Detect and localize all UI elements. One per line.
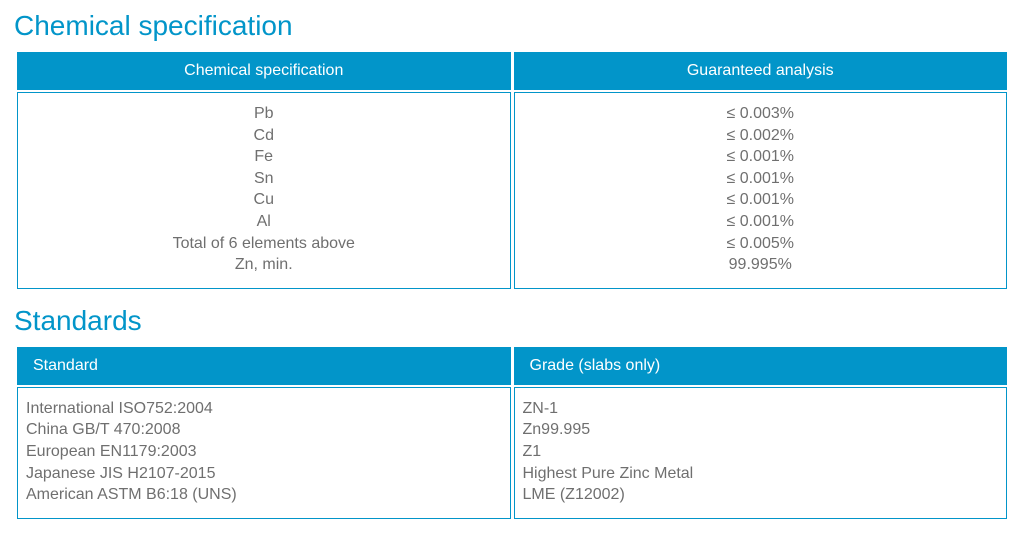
chem-value: ≤ 0.001% — [523, 146, 999, 168]
chem-value: ≤ 0.001% — [523, 211, 999, 233]
table-row: Pb Cd Fe Sn Cu Al Total of 6 elements ab… — [17, 92, 1007, 289]
chem-values-cell: ≤ 0.003% ≤ 0.002% ≤ 0.001% ≤ 0.001% ≤ 0.… — [514, 92, 1008, 289]
std-standards-cell: International ISO752:2004 China GB/T 470… — [17, 387, 511, 519]
chem-element: Cd — [26, 125, 502, 147]
chem-element: Total of 6 elements above — [26, 233, 502, 255]
chemical-section-title: Chemical specification — [14, 10, 1010, 42]
standards-table: Standard Grade (slabs only) Internationa… — [14, 345, 1010, 521]
chem-value: ≤ 0.001% — [523, 168, 999, 190]
chem-value: 99.995% — [523, 254, 999, 276]
std-header-standard: Standard — [17, 347, 511, 385]
std-grade: Z1 — [523, 441, 999, 463]
chem-element: Pb — [26, 103, 502, 125]
chemical-spec-table: Chemical specification Guaranteed analys… — [14, 50, 1010, 291]
chem-elements-cell: Pb Cd Fe Sn Cu Al Total of 6 elements ab… — [17, 92, 511, 289]
table-row: International ISO752:2004 China GB/T 470… — [17, 387, 1007, 519]
chem-element: Fe — [26, 146, 502, 168]
std-name: European EN1179:2003 — [26, 441, 502, 463]
std-grade: ZN-1 — [523, 398, 999, 420]
std-grade: Zn99.995 — [523, 419, 999, 441]
chem-element: Zn, min. — [26, 254, 502, 276]
chem-header-element: Chemical specification — [17, 52, 511, 90]
chem-value: ≤ 0.001% — [523, 189, 999, 211]
std-name: International ISO752:2004 — [26, 398, 502, 420]
std-grades-cell: ZN-1 Zn99.995 Z1 Highest Pure Zinc Metal… — [514, 387, 1008, 519]
standards-section-title: Standards — [14, 305, 1010, 337]
std-grade: LME (Z12002) — [523, 484, 999, 506]
std-name: China GB/T 470:2008 — [26, 419, 502, 441]
chem-value: ≤ 0.003% — [523, 103, 999, 125]
chem-element: Sn — [26, 168, 502, 190]
std-grade: Highest Pure Zinc Metal — [523, 463, 999, 485]
chem-value: ≤ 0.005% — [523, 233, 999, 255]
chem-element: Al — [26, 211, 502, 233]
std-header-grade: Grade (slabs only) — [514, 347, 1008, 385]
chem-value: ≤ 0.002% — [523, 125, 999, 147]
chem-element: Cu — [26, 189, 502, 211]
chem-header-analysis: Guaranteed analysis — [514, 52, 1008, 90]
std-name: Japanese JIS H2107-2015 — [26, 463, 502, 485]
std-name: American ASTM B6:18 (UNS) — [26, 484, 502, 506]
